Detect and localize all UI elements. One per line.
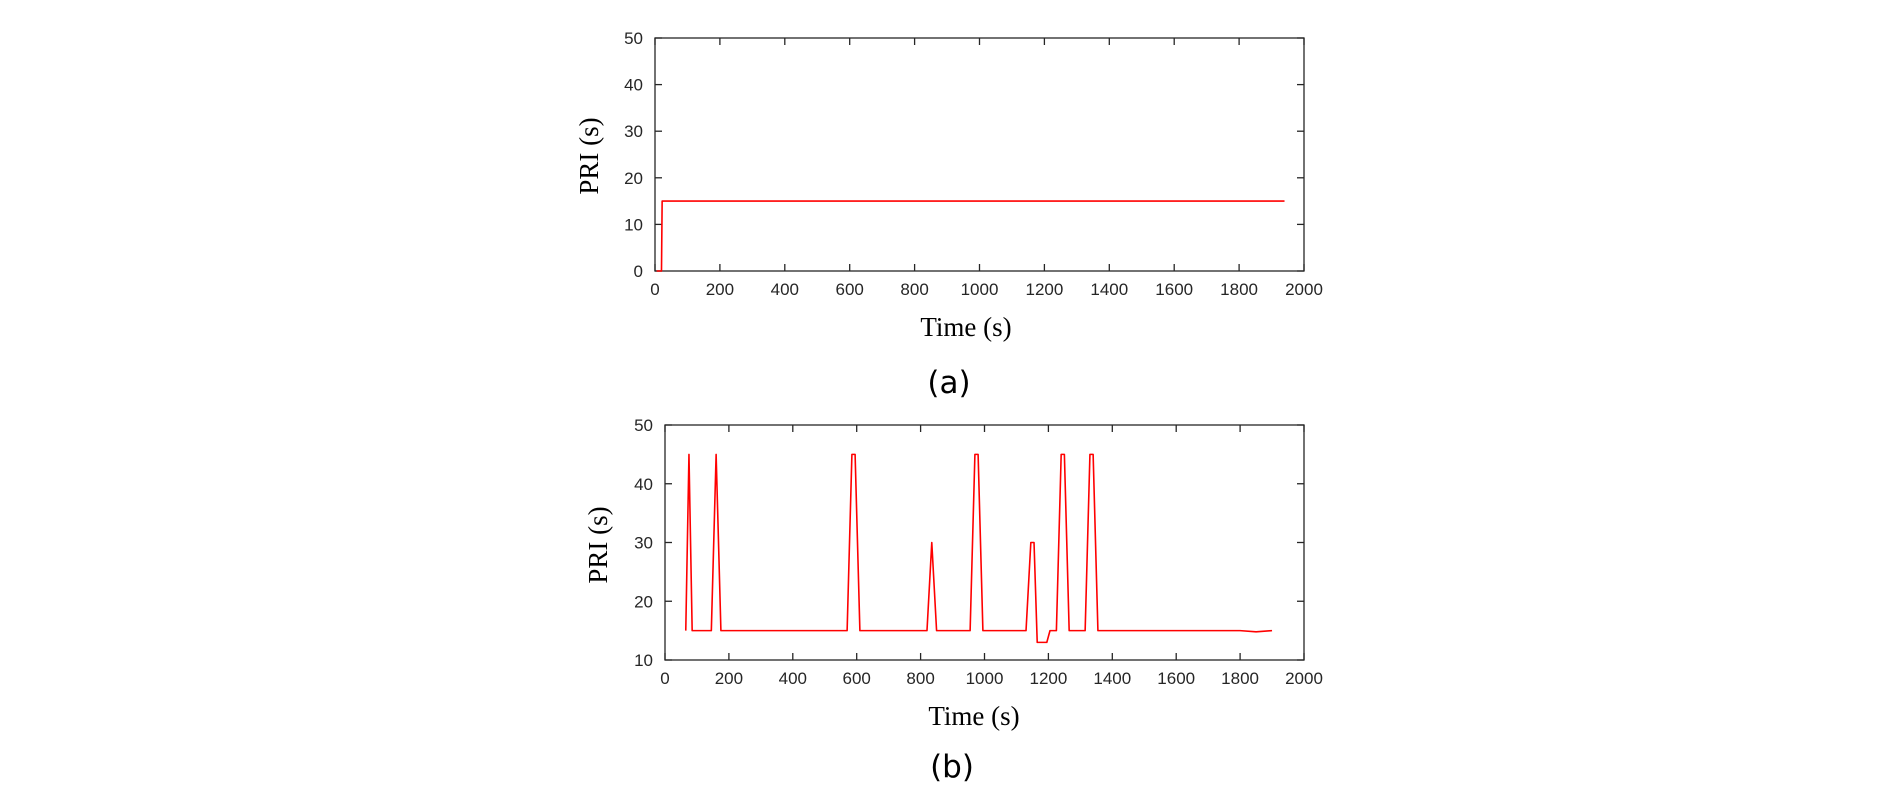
chart-a-frame [654, 37, 1305, 272]
chart-a-x-tick-label: 1800 [1220, 280, 1258, 299]
chart-a-y-axis-label: PRI (s) [574, 117, 604, 194]
chart-b-series-line [684, 453, 1273, 644]
chart-a-series-line [656, 200, 1285, 272]
chart-b-x-tick-label: 1000 [966, 669, 1004, 688]
chart-b-tick-labels: 0 200 400 600 800 1000 1200 1400 1600 1800 2000 10 2… [634, 416, 1323, 688]
chart-b: 0 200 400 600 800 1000 1200 1400 1600 1800 2000 10 2… [583, 416, 1323, 785]
chart-a-y-tick-label: 20 [624, 169, 643, 188]
chart-a-ticks [654, 37, 1305, 272]
chart-b-y-tick-label: 40 [634, 475, 653, 494]
chart-a-x-tick-label: 600 [836, 280, 864, 299]
chart-a-y-tick-label: 10 [624, 215, 643, 234]
chart-b-y-tick-label: 10 [634, 651, 653, 670]
chart-b-y-axis-label: PRI (s) [583, 506, 613, 583]
chart-a-caption: (a) [927, 365, 970, 401]
chart-a-y-tick-label: 30 [624, 122, 643, 141]
chart-b-frame [664, 424, 1305, 661]
chart-b-y-tick-label: 50 [634, 416, 653, 435]
chart-a-y-tick-label: 0 [634, 262, 643, 281]
chart-b-x-tick-label: 200 [715, 669, 743, 688]
chart-b-caption: (b) [930, 749, 974, 785]
chart-b-x-tick-label: 1400 [1093, 669, 1131, 688]
chart-b-x-tick-label: 1600 [1157, 669, 1195, 688]
chart-a-x-tick-label: 400 [771, 280, 799, 299]
chart-b-x-tick-label: 0 [660, 669, 669, 688]
chart-b-y-tick-label: 20 [634, 592, 653, 611]
chart-a-x-axis-label: Time (s) [920, 312, 1011, 342]
chart-a-x-tick-label: 1200 [1025, 280, 1063, 299]
chart-b-x-tick-label: 1800 [1221, 669, 1259, 688]
chart-b-ticks [664, 424, 1305, 661]
chart-b-x-tick-label: 1200 [1029, 669, 1067, 688]
chart-a-x-tick-label: 1600 [1155, 280, 1193, 299]
chart-a-x-tick-label: 0 [650, 280, 659, 299]
chart-a-x-tick-label: 1000 [961, 280, 999, 299]
chart-b-x-tick-label: 400 [779, 669, 807, 688]
chart-a-y-tick-label: 40 [624, 76, 643, 95]
chart-b-x-tick-label: 2000 [1285, 669, 1323, 688]
chart-a-y-tick-label: 50 [624, 29, 643, 48]
chart-a-x-tick-label: 1400 [1090, 280, 1128, 299]
chart-b-x-tick-label: 600 [843, 669, 871, 688]
chart-b-x-axis-label: Time (s) [928, 701, 1019, 731]
chart-a-x-tick-label: 800 [900, 280, 928, 299]
chart-b-y-tick-label: 30 [634, 534, 653, 553]
chart-b-x-tick-label: 800 [906, 669, 934, 688]
chart-a-x-tick-label: 200 [706, 280, 734, 299]
chart-a-tick-labels: 0 200 400 600 800 1000 1200 1400 1600 1800 2000 0 10… [624, 29, 1323, 299]
chart-a-x-tick-label: 2000 [1285, 280, 1323, 299]
chart-a: 0 200 400 600 800 1000 1200 1400 1600 1800 2000 0 10… [574, 29, 1323, 401]
